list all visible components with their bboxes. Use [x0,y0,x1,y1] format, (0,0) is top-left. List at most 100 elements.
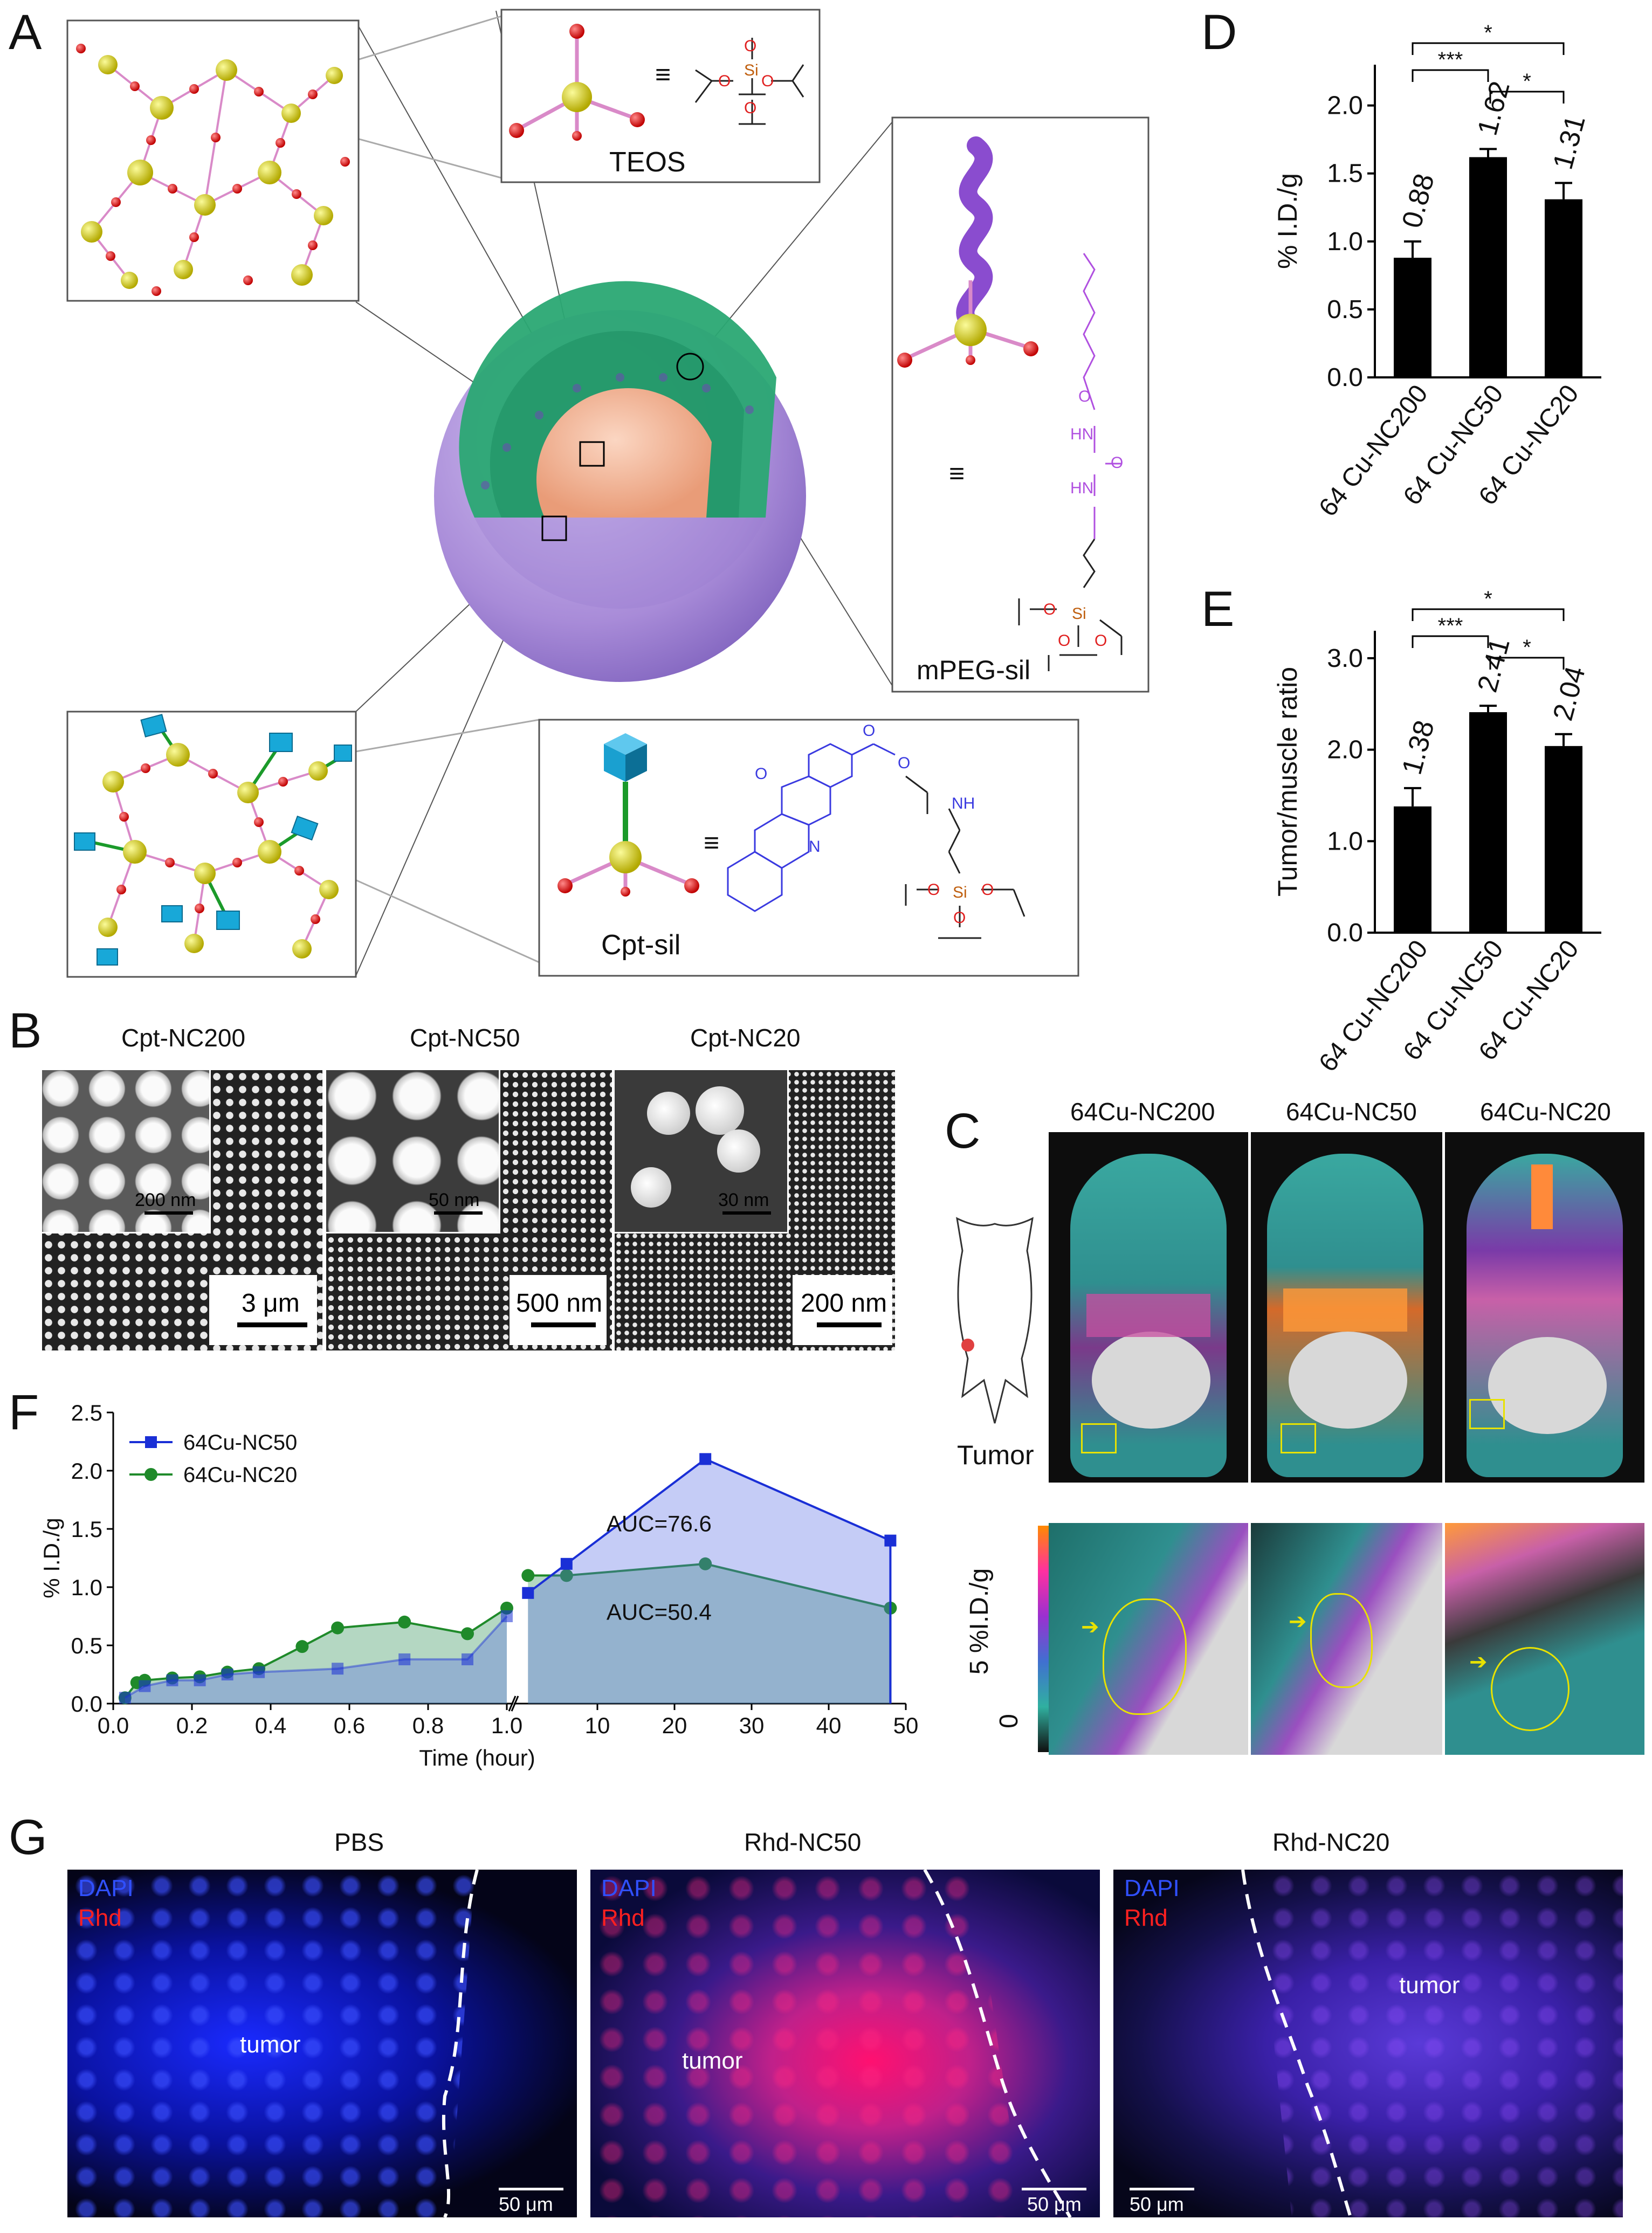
panel-c-title-3: 64Cu-NC20 [1480,1098,1611,1126]
panel-a-schematic: ≡ Si O O O O TEOS ≡ O HN O HN Si O O O m… [66,9,1149,978]
panel-g-title-1: PBS [334,1828,384,1856]
svg-text:O: O [1095,632,1107,650]
pet-colorbar [1038,1526,1050,1752]
significance-bracket [1489,91,1565,104]
sem-image-nc20: 30 nm 200 nm [615,1070,895,1350]
chart-f: 0.0 0.5 1.0 1.5 2.0 2.5 0.0 0.2 0.4 0.6 0.8 1.0 10 20… [39,1400,919,1770]
data-point [462,1653,473,1665]
svg-text:O: O [761,72,774,90]
data-point [560,1557,573,1570]
pet-zoom-nc200: ➔ [1049,1523,1248,1755]
y-tick-label: 2.5 [71,1400,102,1425]
panel-c-title-2: 64Cu-NC50 [1286,1098,1417,1126]
bar [1469,157,1507,377]
significance-bracket [1412,42,1565,55]
series-line [528,1562,891,1609]
x-axis-label: Time (hour) [419,1745,535,1770]
arrow-icon: ➔ [1469,1650,1488,1674]
svg-text:O: O [981,881,994,899]
svg-text:Si: Si [953,884,967,901]
data-point [139,1680,151,1692]
bar [1469,712,1507,933]
auc-label-nc20: AUC=50.4 [607,1599,712,1624]
y-axis-label: Tumor/muscle ratio [1272,667,1303,897]
data-label: 0.88 [1396,170,1441,231]
tumor-label: Tumor [957,1440,1034,1470]
mpeg-sil-label: mPEG-sil [917,655,1030,685]
pet-zoom-nc20: ➔ [1445,1523,1644,1755]
data-point [699,1453,712,1465]
fluorescence-nc20: DAPI Rhd tumor 50 μm [1113,1870,1623,2217]
data-point [522,1587,534,1599]
bar [1545,746,1582,933]
y-tick-label: 0.0 [71,1691,102,1717]
y-tick-label: 1.0 [1327,228,1363,256]
axis-break [511,1696,519,1712]
panel-g-title-2: Rhd-NC50 [744,1828,862,1856]
legend-label: 64Cu-NC50 [183,1431,297,1455]
y-axis-label: % I.D./g [39,1518,64,1598]
rhd-label-nc20: Rhd [1124,1905,1168,1931]
rhd-label-nc50: Rhd [601,1905,645,1931]
svg-text:O: O [927,881,940,899]
y-tick-label: 1.0 [1327,827,1363,856]
svg-text:O: O [755,765,767,783]
panel-c-title-1: 64Cu-NC200 [1070,1098,1215,1126]
significance-label: * [1523,70,1531,93]
x-tick-label: 1.0 [491,1713,522,1738]
data-point [253,1666,265,1678]
svg-text:O: O [744,37,756,55]
x-tick-label: 0.8 [412,1713,444,1738]
sem-image-nc50: 50 nm 500 nm [326,1070,612,1350]
series-area [528,1459,891,1704]
data-point [521,1569,535,1582]
tumor-label-nc50: tumor [682,2048,743,2074]
data-point [398,1653,411,1665]
y-tick-label: 3.0 [1327,644,1363,673]
panel-b-title-2: Cpt-NC50 [410,1024,520,1052]
cpt-sil-label: Cpt-sil [601,929,680,961]
teos-label: TEOS [609,147,686,178]
panel-g-title-3: Rhd-NC20 [1272,1828,1390,1856]
svg-text:O: O [744,99,756,117]
sem-scale-label-nc50: 500 nm [516,1289,603,1318]
y-tick-label: 0.0 [1327,919,1363,947]
axis-break [508,1696,517,1712]
tumor-label-pbs: tumor [240,2031,301,2058]
y-tick-label: 2.0 [71,1458,102,1484]
y-tick-label: 0.5 [1327,295,1363,324]
x-tick-label: 50 [893,1713,919,1738]
auc-label-nc50: AUC=76.6 [607,1511,712,1536]
significance-bracket [1489,657,1565,670]
data-point [119,1692,131,1704]
panel-label-a: A [9,5,42,60]
data-point [194,1674,206,1686]
legend-marker [145,1436,157,1448]
data-label: 1.38 [1396,717,1441,778]
y-tick-label: 0.5 [71,1633,102,1658]
teos-si: Si [744,61,759,79]
data-label: 1.62 [1472,78,1516,139]
series-area [125,1616,507,1704]
panel-b-title-3: Cpt-NC20 [690,1024,801,1052]
svg-text:O: O [863,722,875,740]
sem-inset-nc200: 200 nm [42,1070,211,1233]
dapi-label-nc50: DAPI [601,1875,657,1901]
dapi-label-pbs: DAPI [78,1875,134,1901]
series-area [125,1608,507,1704]
significance-bracket [1412,635,1489,648]
panel-label-c: C [945,1104,981,1159]
x-tick-label: 0.2 [176,1713,208,1738]
significance-bracket [1412,69,1489,82]
svg-text:O: O [953,909,966,927]
sem-image-nc200: 200 nm 3 μm [42,1070,322,1350]
significance-label: *** [1438,614,1463,638]
data-point [398,1615,411,1629]
data-point [295,1640,309,1653]
legend-label: 64Cu-NC20 [183,1463,297,1487]
panel-label-e: E [1201,582,1235,637]
significance-label: * [1484,21,1492,45]
data-point [166,1674,178,1686]
data-point [560,1569,573,1582]
legend-marker [144,1468,157,1481]
